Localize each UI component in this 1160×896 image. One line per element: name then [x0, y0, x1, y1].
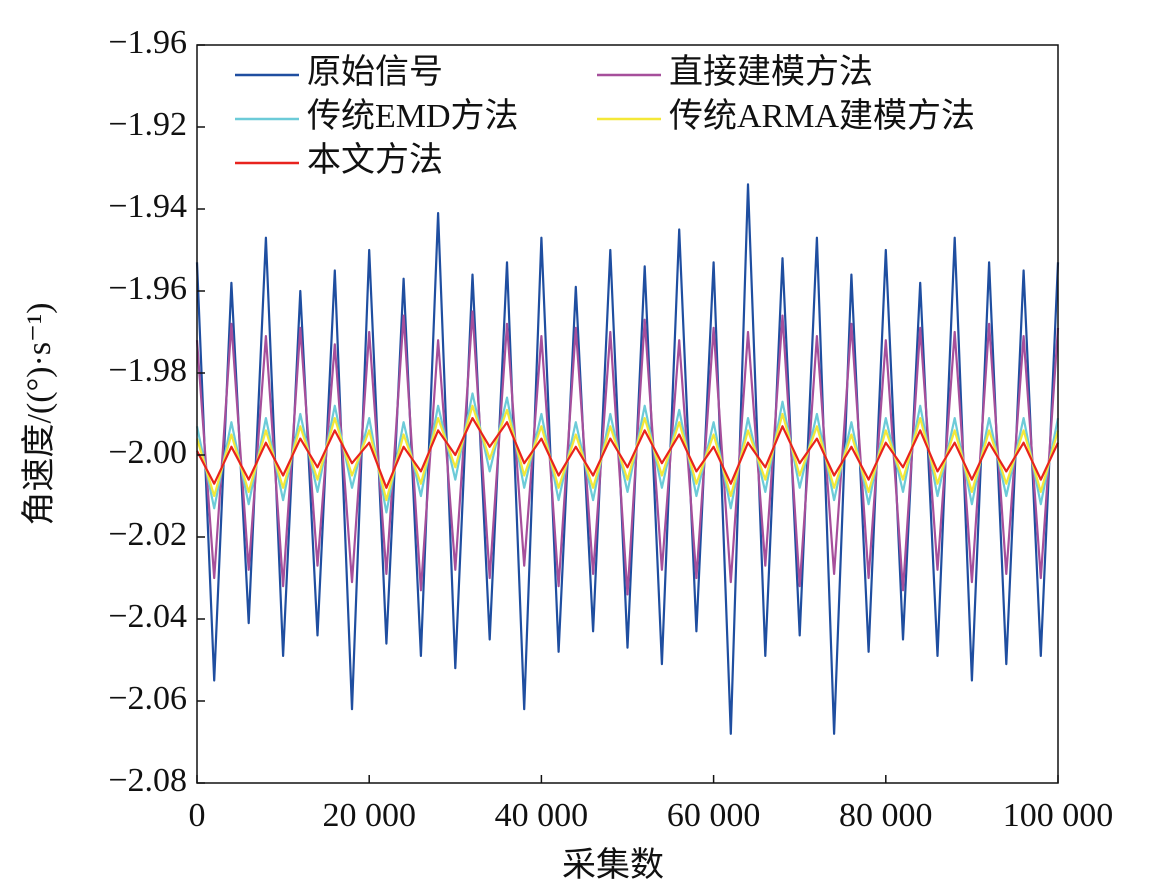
x-tick-label: 40 000: [495, 797, 589, 834]
y-tick-label: −1.94: [108, 188, 187, 225]
y-axis-label: 角速度/((°)·s⁻¹): [20, 302, 58, 525]
legend-label: 原始信号: [307, 53, 443, 91]
y-tick-label: −1.98: [108, 352, 187, 389]
legend-label: 传统ARMA建模方法: [669, 97, 975, 135]
x-tick-label: 20 000: [322, 797, 416, 834]
y-tick-label: −1.96: [108, 270, 187, 307]
y-tick-label: −2.00: [108, 434, 187, 471]
x-tick-label: 0: [189, 797, 206, 834]
series-line: [195, 392, 1060, 514]
legend-label: 直接建模方法: [669, 53, 873, 91]
x-axis-label: 采集数: [562, 846, 664, 884]
y-tick-label: −1.92: [108, 106, 187, 143]
y-tick-label: −1.96: [108, 24, 187, 61]
series-line: [195, 310, 1060, 596]
x-tick-label: 100 000: [1003, 797, 1114, 834]
series-line: [195, 404, 1060, 502]
y-tick-label: −2.06: [108, 680, 187, 717]
y-tick-label: −2.02: [108, 516, 187, 553]
plot-frame: [196, 44, 1059, 784]
y-tick-label: −2.08: [108, 762, 187, 799]
legend-label: 本文方法: [307, 141, 443, 179]
series-line: [196, 417, 1059, 489]
y-tick-label: −2.04: [108, 598, 187, 635]
x-tick-label: 80 000: [839, 797, 933, 834]
legend-label: 传统EMD方法: [307, 97, 519, 135]
x-tick-label: 60 000: [667, 797, 761, 834]
